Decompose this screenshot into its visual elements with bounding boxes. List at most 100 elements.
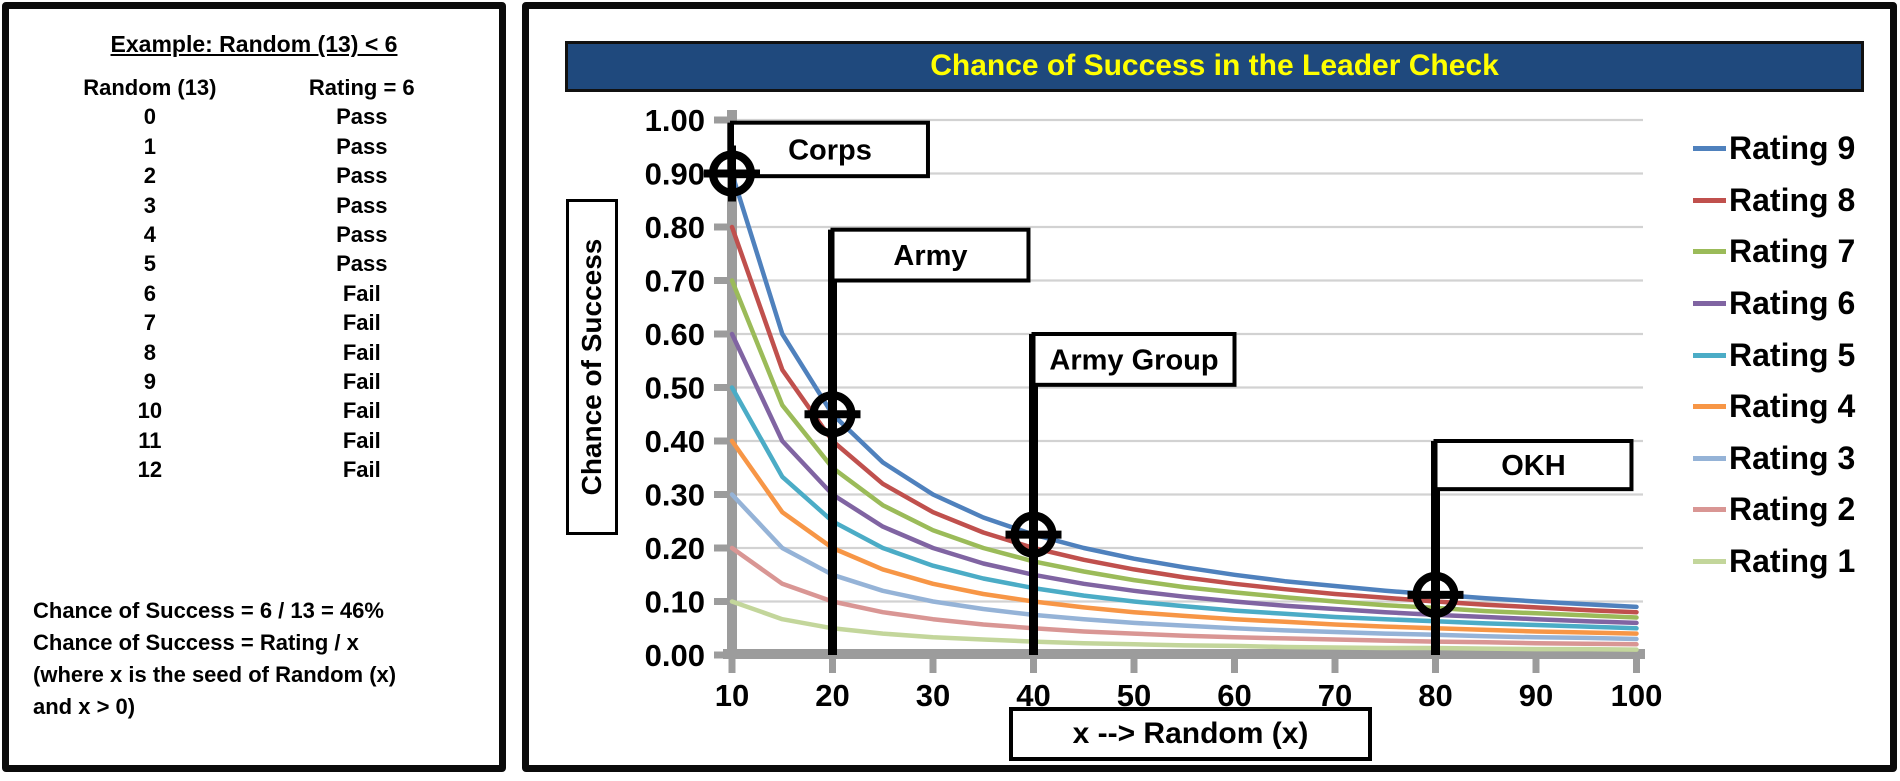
cell-result: Pass [336,192,388,218]
cell-result: Pass [336,251,388,277]
x-tick-label: 20 [815,678,849,713]
annotation-box-okh [1433,439,1634,492]
y-tick-label: 0.00 [645,638,705,673]
cell-random: 2 [143,163,156,189]
legend-item-rating-7: Rating 7 [1693,226,1855,278]
y-tick-label: 0.40 [645,424,705,459]
legend-label: Rating 5 [1729,336,1856,373]
target-marker-icon [704,145,760,202]
cell-random: 3 [143,192,156,218]
legend-line-swatch [1693,146,1726,152]
legend-label: Rating 4 [1729,388,1856,425]
legend-line-swatch [1693,301,1726,307]
y-tick-label: 0.70 [645,264,705,299]
x-tick-label: 10 [715,678,749,713]
legend-item-rating-5: Rating 5 [1693,329,1855,381]
legend-item-rating-2: Rating 2 [1693,484,1855,536]
legend-item-rating-1: Rating 1 [1693,536,1855,588]
cell-random: 1 [143,133,156,159]
cell-random: 8 [143,339,156,365]
legend-label: Rating 1 [1729,543,1856,580]
legend-line-swatch [1693,559,1726,565]
table-row: 11 Fail [9,426,499,455]
legend-label: Rating 3 [1729,439,1856,476]
cell-result: Pass [336,163,388,189]
legend-item-rating-3: Rating 3 [1693,433,1855,485]
legend-label: Rating 9 [1729,130,1856,167]
cell-result: Fail [342,339,381,365]
legend-item-rating-9: Rating 9 [1693,123,1855,175]
y-axis-title-box: Chance of Success [566,199,618,535]
formula-line: (where x is the seed of Random (x) [33,662,397,687]
cell-random: 9 [143,368,156,394]
annotation-label: Corps [788,134,872,166]
legend-label: Rating 2 [1729,491,1856,528]
chart-panel: Chance of Success in the Leader Check Co… [522,2,1897,772]
y-tick-label: 0.60 [645,317,705,352]
y-tick-label: 1.00 [645,103,705,138]
table-row: 8 Fail [9,338,499,367]
annotation-label: Army Group [1049,344,1218,376]
table-row: 10 Fail [9,396,499,425]
x-axis-title-box: x --> Random (x) [1009,707,1372,761]
series-rating-1 [729,599,1639,652]
table-row: 3 Pass [9,191,499,220]
annotation-box-corps [730,120,930,179]
series-rating-9 [729,171,1639,610]
y-tick-label: 0.10 [645,585,705,620]
table-row: 12 Fail [9,455,499,484]
cell-result: Fail [342,368,381,394]
legend-line-swatch [1693,455,1726,461]
legend-label: Rating 8 [1729,181,1856,218]
series-rating-7 [729,278,1639,620]
table-row: 6 Fail [9,279,499,308]
example-title: Example: Random (13) < 6 [110,31,398,57]
annotation-box-army-group [1031,332,1237,387]
series-rating-4 [729,438,1639,636]
chart-plot-area: Corps Army Army Group OKH 0.00 0.10 0.20 0.30 0.… [645,103,1663,713]
table-row: 5 Pass [9,249,499,278]
annotation-box-army [830,227,1031,283]
chart-legend: Rating 9 Rating 8 Rating 7 Rating 6 Rating 5… [1693,123,1855,587]
series-rating-8 [729,224,1639,615]
x-tick-label: 90 [1519,678,1553,713]
annotation-label: Army [893,240,967,272]
legend-line-swatch [1693,249,1726,255]
x-tick-label: 100 [1611,678,1663,713]
x-tick-label: 80 [1418,678,1452,713]
cell-random: 10 [137,398,163,424]
cell-result: Fail [342,427,381,453]
cell-result: Fail [342,310,381,336]
formula-line: and x > 0) [33,694,136,719]
series-rating-6 [729,331,1639,626]
legend-label: Rating 6 [1729,285,1856,322]
cell-result: Fail [342,398,381,424]
target-marker-icon [1005,506,1062,563]
table-row: 4 Pass [9,220,499,249]
example-formula-text: Chance of Success = 6 / 13 = 46% Chance o… [33,595,491,723]
series-rating-2 [729,545,1639,647]
y-tick-label: 0.20 [645,531,705,566]
series-rating-3 [729,492,1639,642]
table-header-row: Random (13) Rating = 6 [9,73,499,102]
legend-line-swatch [1693,404,1726,410]
cell-random: 12 [137,457,163,483]
series-rating-5 [729,385,1639,631]
y-tick-label: 0.90 [645,157,705,192]
cell-random: 7 [143,310,156,336]
cell-result: Pass [336,133,388,159]
legend-label: Rating 7 [1729,233,1856,270]
cell-random: 0 [143,104,156,130]
legend-line-swatch [1693,197,1726,203]
formula-line: Chance of Success = Rating / x [33,630,359,655]
chart-title: Chance of Success in the Leader Check [565,41,1864,92]
legend-line-swatch [1693,507,1726,513]
cell-result: Fail [342,280,381,306]
cell-random: 11 [138,427,162,453]
table-row: 2 Pass [9,161,499,190]
y-tick-label: 0.80 [645,210,705,245]
example-table: Random (13) Rating = 6 0 Pass 1 Pass 2 Pass 3 Pas… [9,73,499,484]
legend-item-rating-4: Rating 4 [1693,381,1855,433]
y-tick-label: 0.50 [645,371,705,406]
